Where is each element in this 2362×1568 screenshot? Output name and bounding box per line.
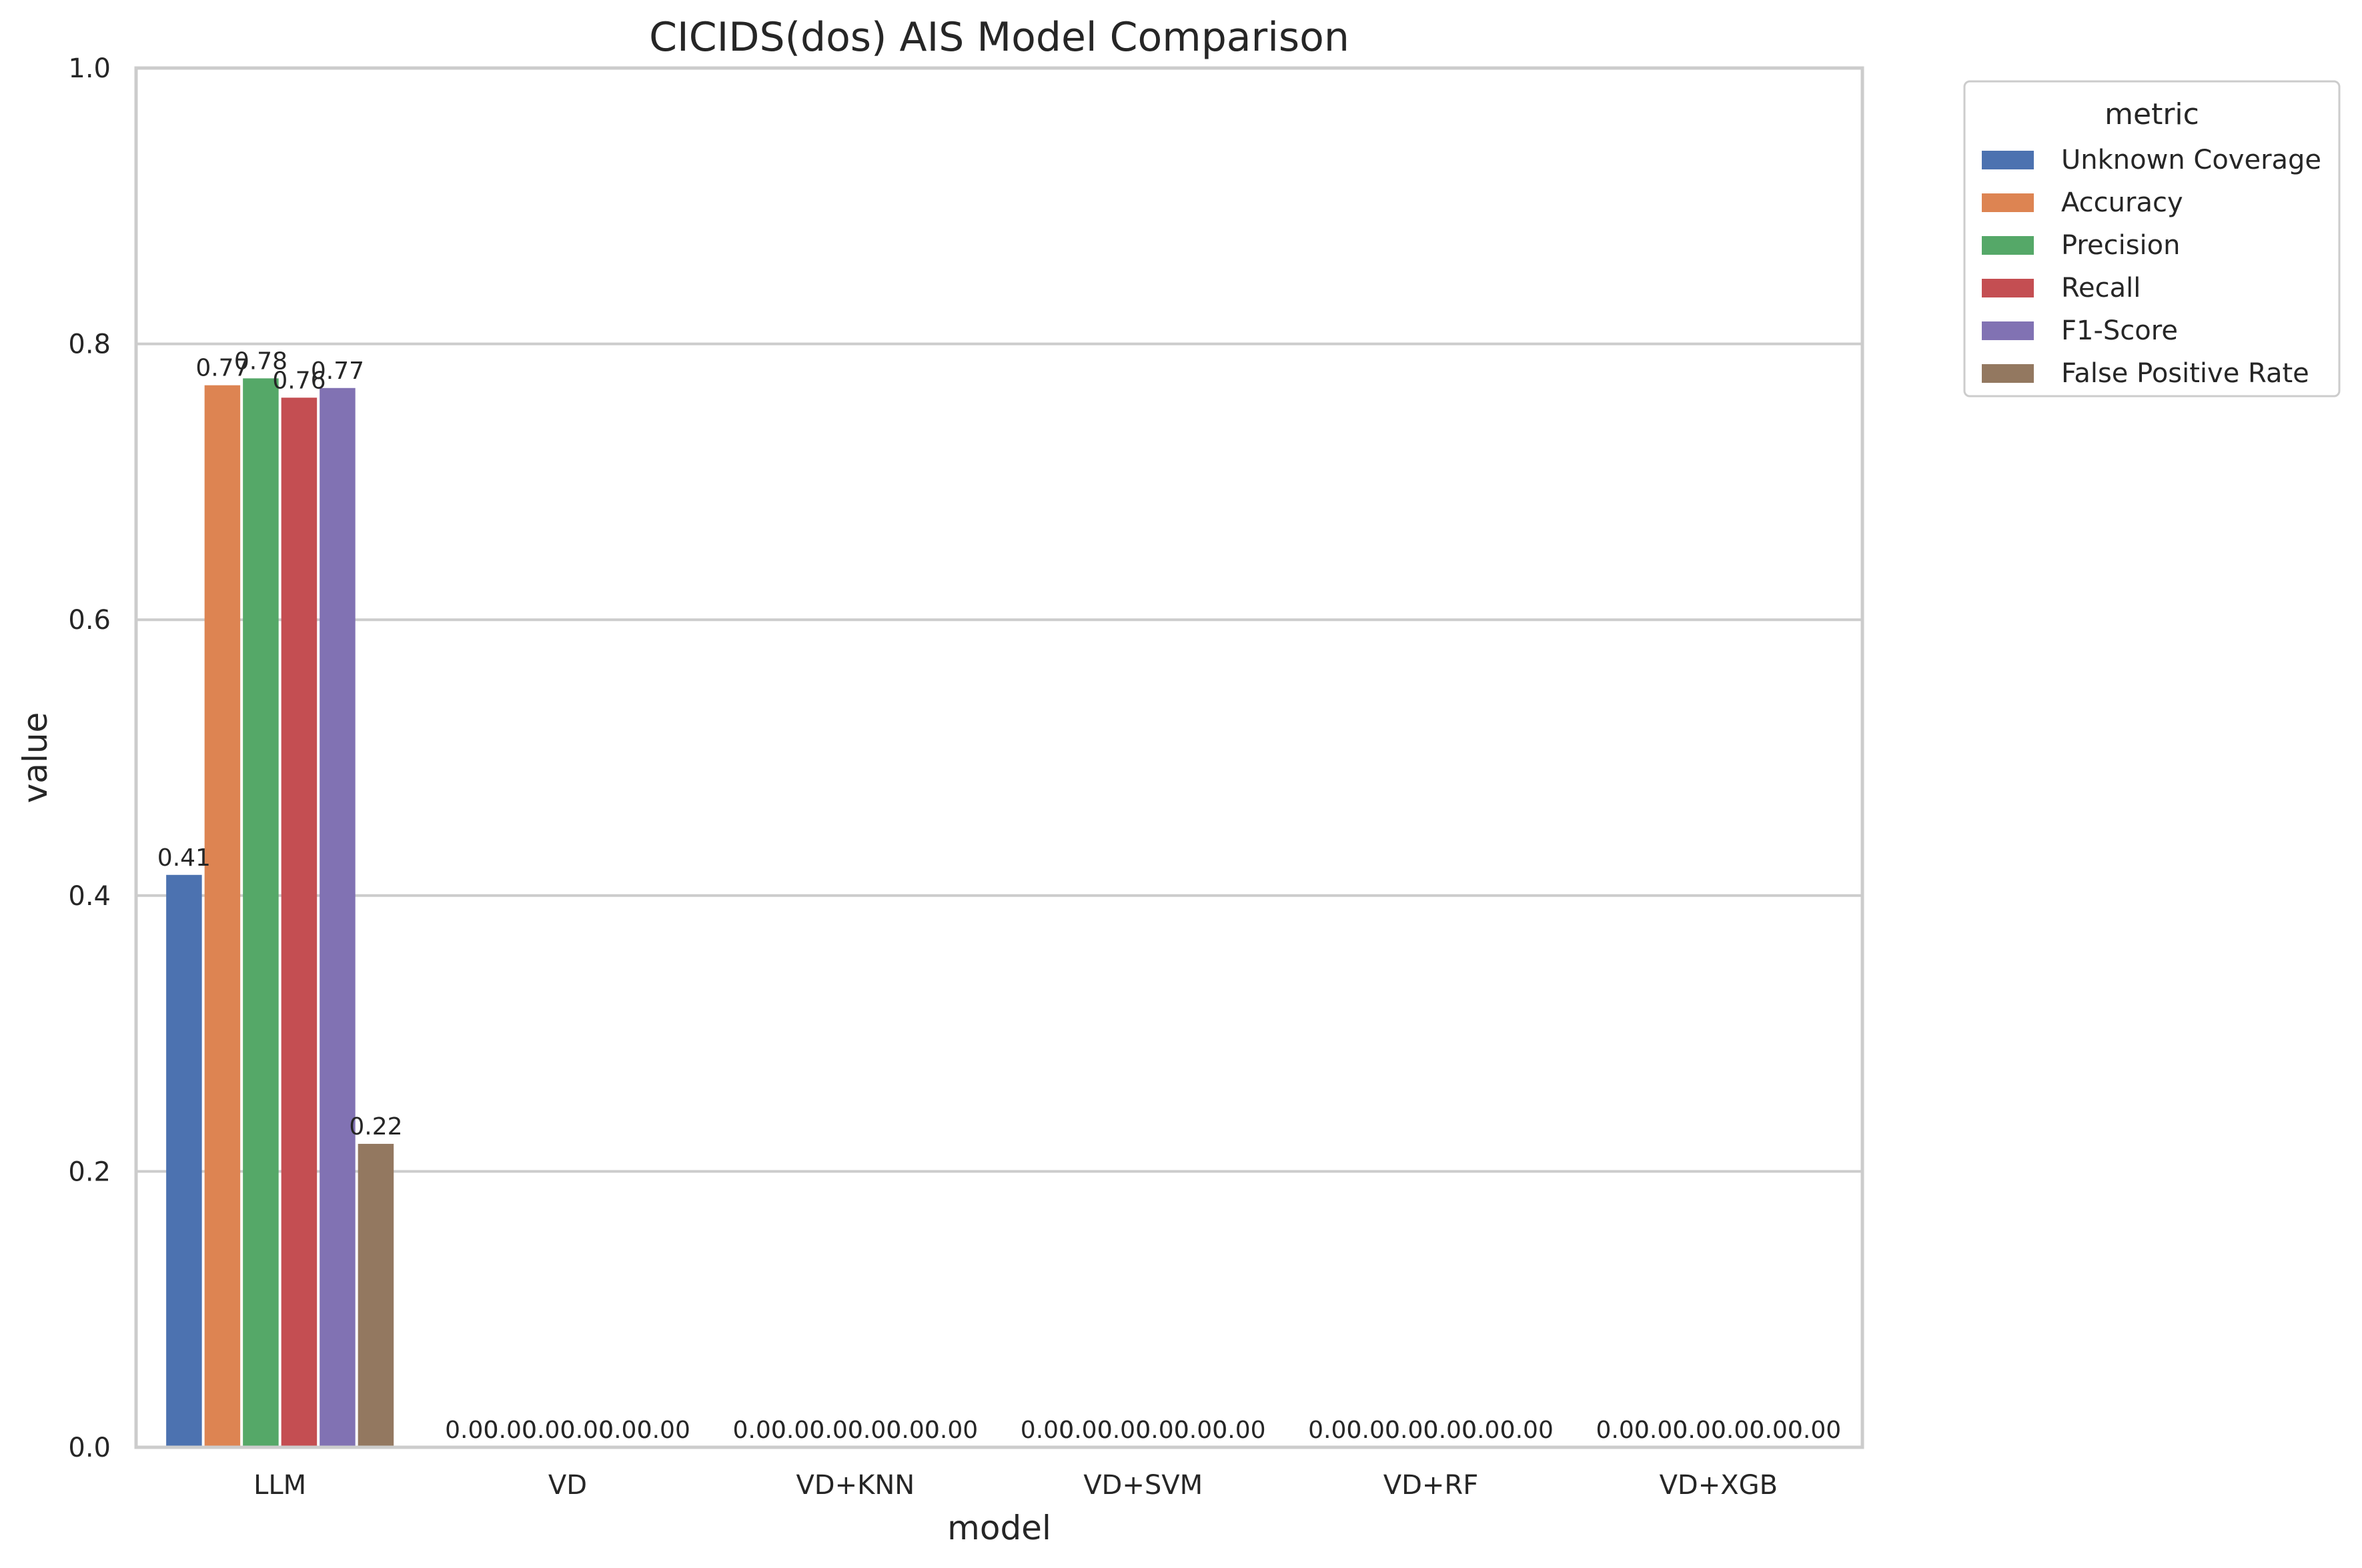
- legend-label: Precision: [2061, 230, 2180, 261]
- bar-value-label: 0.00: [560, 1417, 614, 1444]
- x-tick-label: VD+SVM: [1083, 1470, 1203, 1501]
- bar: [204, 385, 241, 1447]
- bar-value-label: 0.00: [1174, 1417, 1227, 1444]
- bar-value-label: 0.00: [522, 1417, 575, 1444]
- x-tick-label: VD+RF: [1383, 1470, 1478, 1501]
- y-tick-label: 0.6: [68, 605, 111, 636]
- bar-value-label: 0.00: [637, 1417, 690, 1444]
- legend-label: Unknown Coverage: [2061, 145, 2321, 175]
- legend-label: Recall: [2061, 273, 2141, 303]
- bar-value-label: 0.00: [1750, 1417, 1803, 1444]
- bar-value-label: 0.00: [1135, 1417, 1189, 1444]
- bar-value-label: 0.00: [1596, 1417, 1649, 1444]
- bar-value-label: 0.77: [195, 355, 249, 382]
- bar-value-label: 0.00: [925, 1417, 978, 1444]
- bar-value-label: 0.00: [1672, 1417, 1726, 1444]
- bar-value-label: 0.41: [157, 844, 211, 872]
- legend-label: Accuracy: [2061, 187, 2183, 218]
- bar-value-label: 0.00: [1021, 1417, 1074, 1444]
- y-ticks: 0.0 0.2 0.4 0.6 0.8 1.0: [68, 53, 111, 1463]
- bar-value-label: 0.77: [311, 357, 364, 385]
- bar-value-label: 0.00: [1634, 1417, 1688, 1444]
- legend-label: F1-Score: [2061, 315, 2178, 346]
- bar-value-label: 0.00: [848, 1417, 901, 1444]
- bar-value-label: 0.78: [234, 347, 287, 375]
- bar-value-label: 0.00: [1347, 1417, 1400, 1444]
- bar-value-label: 0.00: [1308, 1417, 1361, 1444]
- bar-value-label: 0.00: [1500, 1417, 1554, 1444]
- bars: [166, 378, 394, 1448]
- legend: metric Unknown Coverage Accuracy Precision…: [1963, 80, 2341, 398]
- y-tick-label: 0.2: [68, 1156, 111, 1187]
- bar-value-label: 0.00: [1461, 1417, 1515, 1444]
- y-tick-label: 1.0: [68, 53, 111, 84]
- legend-swatch: [1982, 151, 2034, 169]
- x-tick-label: LLM: [253, 1470, 306, 1501]
- bar-value-label: 0.00: [1097, 1417, 1151, 1444]
- bar-value-label: 0.00: [1212, 1417, 1265, 1444]
- y-axis-label: value: [16, 712, 55, 804]
- legend-swatch: [1982, 321, 2034, 340]
- legend-swatch: [1982, 236, 2034, 255]
- y-tick-label: 0.8: [68, 329, 111, 360]
- y-tick-label: 0.4: [68, 881, 111, 912]
- chart-title: CICIDS(dos) AIS Model Comparison: [649, 14, 1349, 61]
- x-axis-label: model: [947, 1509, 1051, 1547]
- bar-value-label: 0.00: [771, 1417, 824, 1444]
- bar-value-label: 0.00: [809, 1417, 862, 1444]
- bar-value-label: 0.00: [1788, 1417, 1841, 1444]
- bar-value-label: 0.76: [272, 367, 326, 394]
- legend-box: [1963, 80, 2341, 398]
- bar-value-label: 0.00: [598, 1417, 652, 1444]
- x-tick-label: VD+XGB: [1660, 1470, 1778, 1501]
- bar: [243, 378, 279, 1447]
- bar: [166, 874, 202, 1447]
- bar-value-label: 0.00: [732, 1417, 786, 1444]
- legend-items: Unknown Coverage Accuracy Precision Recall F…: [1982, 145, 2321, 389]
- bar-value-label: 0.00: [1711, 1417, 1764, 1444]
- bar: [358, 1144, 394, 1447]
- legend-swatch: [1982, 364, 2034, 383]
- bar-value-label: 0.22: [349, 1113, 402, 1140]
- bar-value-label: 0.00: [887, 1417, 940, 1444]
- y-tick-label: 0.0: [68, 1433, 111, 1463]
- legend-swatch: [1982, 279, 2034, 297]
- legend-swatch: [1982, 193, 2034, 212]
- grid-lines: [136, 67, 1862, 1449]
- legend-label: False Positive Rate: [2061, 358, 2309, 389]
- x-tick-label: VD: [548, 1470, 587, 1501]
- bar-value-label: 0.00: [1059, 1417, 1112, 1444]
- bar: [281, 398, 318, 1448]
- legend-title: metric: [2105, 97, 2199, 131]
- bar-value-label: 0.00: [1385, 1417, 1438, 1444]
- data-labels: 0.410.770.780.760.770.220.000.000.000.00…: [157, 347, 1841, 1444]
- x-ticks: LLM VD VD+KNN VD+SVM VD+RF VD+XGB: [253, 1470, 1778, 1501]
- bar-value-label: 0.00: [445, 1417, 498, 1444]
- x-tick-label: VD+KNN: [796, 1470, 915, 1501]
- bar-value-label: 0.00: [484, 1417, 537, 1444]
- plot-frame: [134, 66, 1864, 1449]
- bar-value-label: 0.00: [1423, 1417, 1477, 1444]
- bar: [320, 387, 356, 1447]
